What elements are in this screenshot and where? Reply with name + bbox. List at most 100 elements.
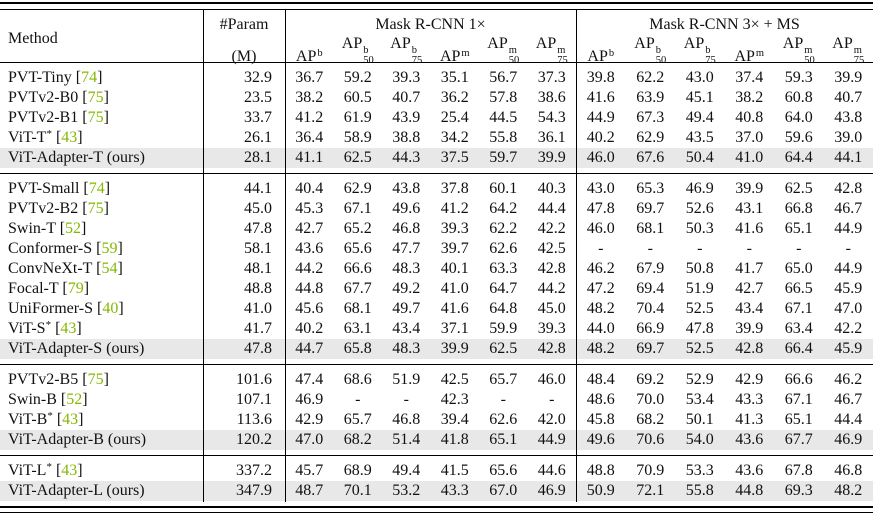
citation-link[interactable]: 40 [102, 300, 118, 317]
ap-subscript: 75 [557, 56, 568, 66]
value-cell: 56.7 [479, 68, 528, 88]
citation-link[interactable]: 54 [101, 260, 117, 277]
value-cell: 48.8 [576, 461, 626, 481]
value-cell: 39.4 [431, 410, 480, 430]
param-column-header: #Param (M) [203, 10, 285, 69]
value-cell: 42.9 [285, 410, 334, 430]
value-cell: 41.8 [431, 430, 480, 450]
value-cell: 41.5 [431, 461, 480, 481]
value-cell: 43.8 [382, 179, 431, 199]
method-cell: ViT-L* [43] [0, 461, 203, 481]
value-cell: 41.7 [725, 259, 775, 279]
value-cell: 49.2 [382, 279, 431, 299]
value-cell: 48.2 [824, 481, 873, 501]
ap-superscript: m [557, 46, 568, 56]
value-cell: 65.7 [334, 410, 383, 430]
value-cell: 67.8 [774, 461, 824, 481]
value-cell: 69.7 [626, 339, 676, 359]
value-cell: 49.7 [382, 299, 431, 319]
method-cell: ViT-Adapter-T (ours) [0, 148, 203, 168]
value-cell: 39.9 [725, 319, 775, 339]
value-cell: 67.7 [774, 430, 824, 450]
value-cell: 41.0 [725, 148, 775, 168]
citation-link[interactable]: 75 [88, 89, 104, 106]
value-cell: 42.8 [725, 339, 775, 359]
param-cell: 107.1 [203, 390, 285, 410]
ap-superscript: b [412, 46, 423, 56]
ap-subscript: 50 [509, 56, 520, 66]
citation-link[interactable]: 75 [88, 200, 104, 217]
citation-link[interactable]: 74 [89, 180, 105, 197]
value-cell: 60.1 [479, 179, 528, 199]
value-cell: 46.8 [382, 219, 431, 239]
value-cell: 42.8 [528, 259, 577, 279]
citation-link[interactable]: 43 [60, 320, 76, 337]
citation-link[interactable]: 59 [101, 240, 117, 257]
value-cell: 52.9 [675, 370, 725, 390]
param-cell: 47.8 [203, 219, 285, 239]
value-cell: 65.3 [626, 179, 676, 199]
value-cell: 46.2 [576, 259, 626, 279]
value-cell: 65.1 [774, 410, 824, 430]
citation-link[interactable]: 75 [88, 371, 104, 388]
method-cell: ViT-Adapter-B (ours) [0, 430, 203, 450]
value-cell: 70.9 [626, 461, 676, 481]
value-cell: 36.7 [285, 68, 334, 88]
param-cell: 347.9 [203, 481, 285, 501]
param-header-unit: (M) [203, 35, 285, 69]
param-cell: 41.0 [203, 299, 285, 319]
value-cell: 45.7 [285, 461, 334, 481]
value-cell: 69.7 [626, 199, 676, 219]
value-cell: 42.8 [528, 339, 577, 359]
value-cell: 41.2 [285, 108, 334, 128]
method-cell: Swin-B [52] [0, 390, 203, 410]
value-cell: 57.8 [479, 88, 528, 108]
value-cell: 40.3 [528, 179, 577, 199]
citation-link[interactable]: 74 [81, 69, 97, 86]
value-cell: 44.9 [528, 430, 577, 450]
value-cell: 63.1 [334, 319, 383, 339]
value-cell: 66.6 [774, 370, 824, 390]
value-cell: 44.9 [576, 108, 626, 128]
citation-link[interactable]: 75 [88, 109, 104, 126]
value-cell: 40.2 [285, 319, 334, 339]
value-cell: 65.6 [334, 239, 383, 259]
value-cell: 62.9 [626, 128, 676, 148]
value-cell: 59.7 [479, 148, 528, 168]
value-cell: 44.8 [285, 279, 334, 299]
value-cell: - [725, 239, 775, 259]
ap-superscript: b [317, 48, 322, 59]
value-cell: 59.9 [479, 319, 528, 339]
value-cell: 46.2 [824, 370, 873, 390]
citation-link[interactable]: 52 [65, 220, 81, 237]
method-cell: ViT-B* [43] [0, 410, 203, 430]
citation-link[interactable]: 79 [68, 280, 84, 297]
value-cell: 47.0 [824, 299, 873, 319]
value-cell: 38.6 [528, 88, 577, 108]
citation-link[interactable]: 52 [66, 391, 82, 408]
value-cell: 55.8 [675, 481, 725, 501]
value-cell: 43.1 [725, 199, 775, 219]
value-cell: 47.2 [576, 279, 626, 299]
method-cell: Conformer-S [59] [0, 239, 203, 259]
citation-link[interactable]: 43 [61, 129, 77, 146]
value-cell: 48.7 [285, 481, 334, 501]
citation-link[interactable]: 43 [61, 462, 77, 479]
value-cell: 65.1 [479, 430, 528, 450]
value-cell: 44.7 [285, 339, 334, 359]
value-cell: 37.8 [431, 179, 480, 199]
value-cell: 66.9 [626, 319, 676, 339]
value-cell: 41.3 [725, 410, 775, 430]
ap-superscript: m [509, 46, 520, 56]
value-cell: 59.6 [774, 128, 824, 148]
param-cell: 26.1 [203, 128, 285, 148]
value-cell: 68.1 [334, 299, 383, 319]
value-cell: 39.0 [824, 128, 873, 148]
citation-link[interactable]: 43 [62, 411, 78, 428]
value-cell: 66.5 [774, 279, 824, 299]
value-cell: 67.0 [479, 481, 528, 501]
